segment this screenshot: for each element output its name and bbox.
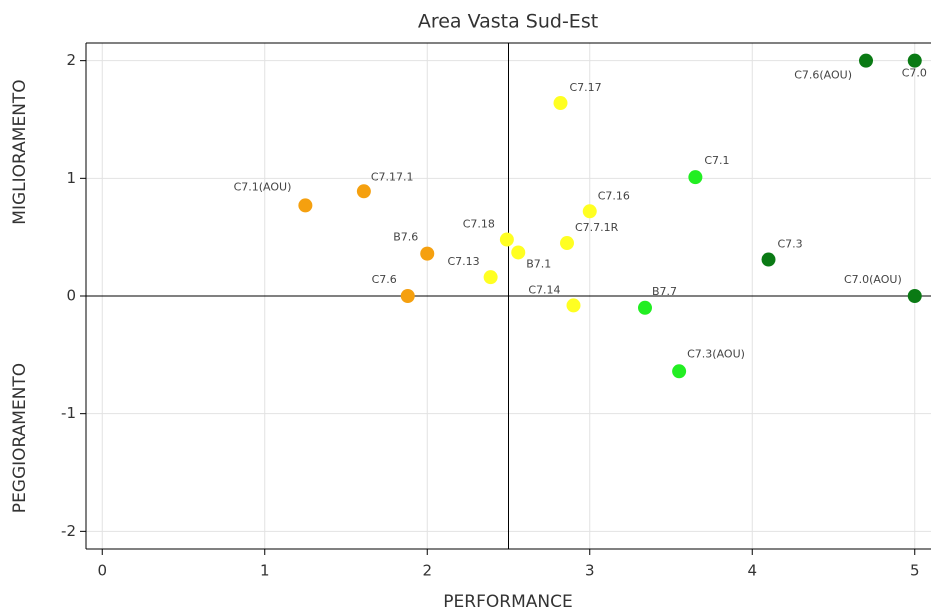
point [582,204,597,219]
point-label: C7.0 [902,67,927,80]
point-label: C7.13 [447,255,479,268]
point [638,300,652,315]
point [356,184,371,199]
point-label: C7.17.1 [371,170,414,183]
point-label: B7.6 [393,231,418,244]
x-tick-label: 1 [260,562,270,580]
x-tick-label: 3 [585,562,595,580]
point-label: C7.6(AOU) [794,69,852,82]
point-label: C7.3(AOU) [687,347,745,360]
y-axis-label-top: MIGLIORAMENTO [10,79,30,224]
y-tick-label: -1 [61,404,76,422]
x-tick-label: 0 [97,562,107,580]
point [560,236,574,251]
point [672,364,687,379]
y-axis-label-bottom: PEGGIORAMENTO [10,363,30,513]
x-tick-label: 4 [747,562,757,580]
point-label: C7.17 [570,81,602,94]
point-label: C7.18 [463,218,495,231]
point [688,170,703,185]
point-label: B7.1 [526,257,551,270]
point-label: C7.0(AOU) [844,273,902,286]
point-label: C7.16 [598,189,630,202]
y-tick-label: -2 [61,522,76,540]
point [553,96,568,111]
point [859,53,873,68]
point-label: B7.7 [652,285,677,298]
point [499,232,514,247]
point-label: C7.14 [528,283,560,296]
x-axis-label: PERFORMANCE [443,592,572,612]
point-label: C7.1 [704,154,729,167]
point [761,252,776,267]
point-label: C7.7.1R [575,221,619,234]
y-tick-label: 1 [66,169,76,187]
point-label: C7.3 [778,238,803,251]
point [907,53,922,68]
x-tick-label: 5 [910,562,920,580]
point [298,198,313,213]
point [566,298,581,313]
point [511,245,526,260]
chart-title: Area Vasta Sud-Est [418,11,598,33]
x-tick-label: 2 [422,562,432,580]
point-label: C7.6 [372,273,397,286]
point [400,289,415,303]
point [420,246,435,261]
point [907,289,922,303]
y-tick-label: 2 [66,51,76,69]
point-label: C7.1(AOU) [234,180,292,193]
point [483,270,498,285]
y-tick-label: 0 [66,287,76,305]
